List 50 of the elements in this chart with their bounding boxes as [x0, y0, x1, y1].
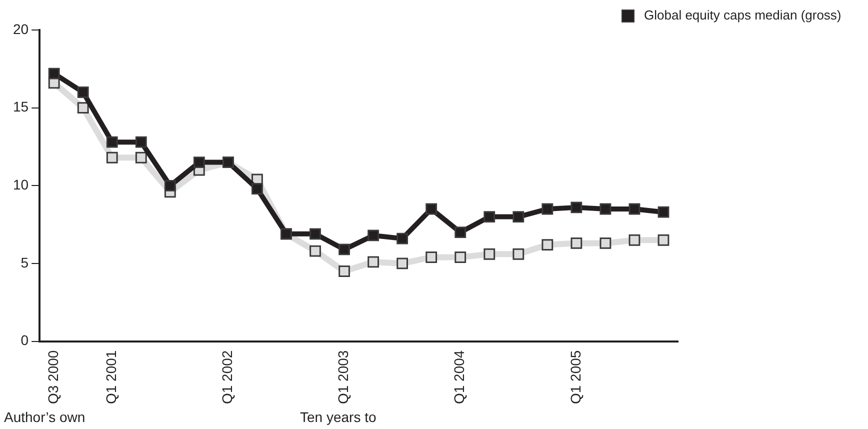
- x-tick-label: Q1 2002: [219, 350, 236, 404]
- point: [396, 232, 408, 244]
- point: [338, 244, 350, 256]
- point: [396, 258, 408, 270]
- y-tick-label: 10: [12, 176, 29, 193]
- point: [338, 266, 350, 277]
- point: [135, 152, 147, 164]
- point: [310, 228, 321, 240]
- point: [454, 226, 466, 238]
- point: [48, 68, 60, 80]
- text: Author’s own: [4, 408, 86, 425]
- point: [252, 183, 263, 194]
- point: [600, 203, 612, 215]
- point: [454, 252, 466, 263]
- point: [542, 203, 554, 215]
- point: [77, 86, 89, 98]
- y-tick-label: 0: [20, 332, 29, 348]
- point: [426, 252, 438, 263]
- point: [135, 136, 147, 148]
- point: [570, 238, 582, 249]
- x-tick-label: Q1 2005: [567, 350, 584, 404]
- point: [658, 234, 670, 246]
- x-tick-label: Q1 2001: [102, 350, 119, 404]
- y-tick-label: 15: [12, 98, 29, 115]
- text: Ten years to: [300, 408, 376, 425]
- y-tick-label: 20: [12, 20, 29, 37]
- point: [658, 206, 670, 218]
- point: [484, 211, 496, 222]
- point: [193, 156, 205, 168]
- point: [542, 239, 554, 250]
- x-tick-label: Q3 2000: [44, 350, 61, 404]
- point: [106, 136, 118, 148]
- point: [77, 102, 89, 114]
- point: [368, 256, 379, 268]
- point: [512, 248, 524, 260]
- point: [310, 245, 321, 257]
- point: [628, 203, 640, 215]
- point: [484, 248, 496, 260]
- point: [512, 211, 524, 222]
- x-tick-label: Q1 2003: [335, 350, 352, 404]
- point: [628, 234, 640, 246]
- point: [426, 203, 438, 215]
- x-tick-label: Q1 2004: [451, 350, 468, 404]
- point: [570, 202, 582, 214]
- point: [106, 152, 118, 164]
- y-tick-label: 5: [20, 254, 29, 270]
- legend-label: Global equity caps median (gross): [644, 8, 842, 23]
- point: [368, 230, 379, 242]
- point: [164, 180, 176, 192]
- point: [600, 238, 612, 249]
